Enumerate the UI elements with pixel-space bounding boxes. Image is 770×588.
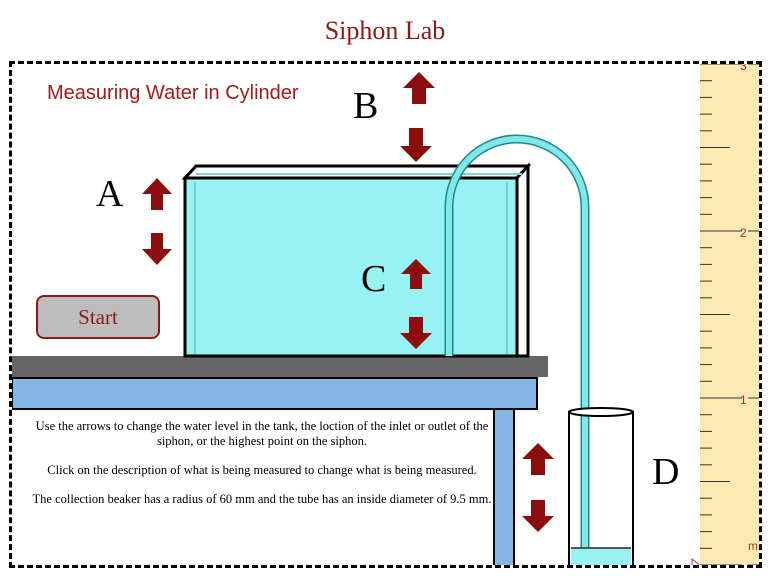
- table-leg: [493, 408, 515, 565]
- instruction-beaker: The collection beaker has a radius of 60…: [32, 492, 492, 506]
- table-top: [12, 356, 548, 377]
- collection-cylinder: [568, 407, 634, 565]
- siphon-scene: [12, 64, 759, 565]
- table: [12, 356, 548, 565]
- tank-water: [183, 176, 519, 358]
- ruler-body: [700, 64, 759, 565]
- water-tank: [181, 162, 532, 358]
- c-down-arrow-icon[interactable]: [398, 315, 434, 351]
- cylinder-water: [571, 548, 631, 565]
- d-up-arrow-icon[interactable]: [520, 441, 556, 477]
- measure-selector[interactable]: Measuring Water in Cylinder: [47, 82, 299, 104]
- label-d: D: [652, 451, 680, 493]
- b-down-arrow-icon[interactable]: [398, 126, 434, 164]
- a-up-arrow-icon[interactable]: [140, 176, 174, 212]
- instructions: Use the arrows to change the water level…: [28, 419, 496, 521]
- siphon-tube: [444, 134, 590, 549]
- c-up-arrow-icon[interactable]: [399, 257, 433, 291]
- label-b: B: [353, 85, 379, 127]
- instruction-click: Click on the description of what is bein…: [47, 463, 477, 477]
- tank-top: [181, 164, 532, 180]
- b-up-arrow-icon[interactable]: [401, 70, 437, 106]
- table-apron: [12, 377, 538, 410]
- cylinder-rim: [568, 407, 634, 417]
- label-c: C: [361, 258, 387, 300]
- start-button[interactable]: Start: [36, 295, 160, 339]
- corner-marker: [691, 557, 701, 565]
- instruction-arrows: Use the arrows to change the water level…: [35, 419, 489, 448]
- tank-side: [515, 162, 530, 358]
- page-title: Siphon Lab: [324, 16, 446, 45]
- a-down-arrow-icon[interactable]: [140, 231, 174, 267]
- label-a: A: [96, 173, 124, 215]
- lab-frame: Measuring Water in Cylinder B A C D Star…: [9, 61, 762, 568]
- cylinder-body: [568, 411, 634, 565]
- ruler: [700, 64, 759, 565]
- d-down-arrow-icon[interactable]: [520, 498, 556, 534]
